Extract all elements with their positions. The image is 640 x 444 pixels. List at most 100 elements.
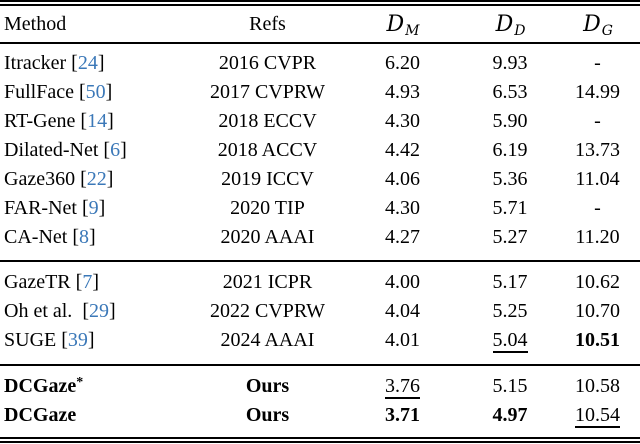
metric-value-cell: 10.58 bbox=[555, 375, 640, 398]
table-row: Gaze360 [22] 2019 ICCV 4.06 5.36 11.04 bbox=[0, 165, 640, 194]
method-cell: Dilated-Net [6] bbox=[4, 139, 127, 161]
metric-value: 11.04 bbox=[575, 168, 620, 190]
method-cell: RT-Gene [14] bbox=[4, 110, 114, 132]
metric-value: 4.30 bbox=[385, 197, 420, 219]
metric-value-cell: - bbox=[555, 197, 640, 220]
metric-value-cell: 4.42 bbox=[340, 139, 465, 162]
metric-value: 5.25 bbox=[492, 300, 528, 322]
citation-link[interactable]: 6 bbox=[110, 139, 121, 161]
table-row: FAR-Net [9] 2020 TIP 4.30 5.71 - bbox=[0, 194, 640, 223]
metric-value: 11.20 bbox=[575, 226, 620, 248]
metric-value-cell: 4.27 bbox=[340, 226, 465, 249]
metric-value: 6.19 bbox=[492, 139, 528, 161]
method-cell: DCGaze* bbox=[0, 375, 195, 398]
refs-cell: 2017 CVPRW bbox=[209, 81, 326, 103]
citation-link[interactable]: 7 bbox=[82, 271, 93, 293]
metric-value-cell: 5.36 bbox=[465, 168, 555, 191]
table-row: RT-Gene [14] 2018 ECCV 4.30 5.90 - bbox=[0, 107, 640, 136]
citation-link[interactable]: 50 bbox=[85, 81, 106, 103]
citation-link[interactable]: 24 bbox=[77, 52, 98, 74]
citation-link[interactable]: 39 bbox=[67, 329, 88, 351]
citation-link[interactable]: 14 bbox=[87, 110, 108, 132]
table-header-row: Method Refs DM DD DG bbox=[0, 6, 640, 42]
metric-value: 5.71 bbox=[492, 197, 528, 219]
method-name: Itracker bbox=[4, 52, 67, 74]
metric-value: - bbox=[594, 197, 601, 219]
metric-symbol: D bbox=[583, 11, 601, 37]
citation-link[interactable]: 29 bbox=[88, 300, 109, 322]
method-name: FullFace bbox=[4, 81, 74, 103]
metric-value-cell: 5.15 bbox=[465, 375, 555, 398]
metric-symbol: D bbox=[386, 11, 405, 37]
metric-value-cell: 5.90 bbox=[465, 110, 555, 133]
metric-value: 4.27 bbox=[385, 226, 420, 248]
refs-cell: 2016 CVPR bbox=[218, 52, 317, 74]
section-2: GazeTR [7] 2021 ICPR 4.00 5.17 10.62 Oh et al… bbox=[0, 262, 640, 364]
metric-value: 10.62 bbox=[575, 271, 620, 293]
metric-value: 3.71 bbox=[385, 404, 420, 426]
metric-value-cell: 11.20 bbox=[555, 226, 640, 249]
method-name: CA-Net bbox=[4, 226, 68, 248]
method-cell: Oh et al. [29] bbox=[4, 300, 116, 322]
metric-value: 4.42 bbox=[385, 139, 420, 161]
method-cell: Gaze360 [22] bbox=[4, 168, 114, 190]
table-row: DCGaze* Ours 3.76 5.15 10.58 bbox=[0, 372, 640, 401]
refs-cell: Ours bbox=[245, 375, 290, 397]
refs-cell: Ours bbox=[245, 404, 290, 426]
metric-value-cell: - bbox=[555, 52, 640, 75]
metric-value-cell: 10.62 bbox=[555, 271, 640, 294]
metric-value: 4.30 bbox=[385, 110, 420, 132]
method-name: Oh et al. bbox=[4, 300, 73, 322]
method-name: Gaze360 bbox=[4, 168, 76, 190]
metric-value-cell: 9.93 bbox=[465, 52, 555, 75]
metric-value-cell: 6.20 bbox=[340, 52, 465, 75]
method-name: DCGaze bbox=[4, 375, 77, 397]
metric-value-cell: 4.00 bbox=[340, 271, 465, 294]
metric-subscript: M bbox=[405, 22, 420, 39]
metric-value-cell: 5.27 bbox=[465, 226, 555, 249]
section-1: Itracker [24] 2016 CVPR 6.20 9.93 - FullFace … bbox=[0, 44, 640, 260]
citation-link[interactable]: 8 bbox=[79, 226, 89, 248]
col-header-method: Method bbox=[4, 12, 67, 35]
metric-value: 6.20 bbox=[385, 52, 420, 74]
metric-value: 6.53 bbox=[492, 81, 528, 103]
citation-link[interactable]: 22 bbox=[86, 168, 107, 190]
metric-value: 10.54 bbox=[575, 403, 620, 428]
col-header-dd: DD bbox=[465, 11, 555, 39]
refs-cell: 2020 AAAI bbox=[220, 226, 315, 248]
method-cell: DCGaze bbox=[0, 404, 195, 427]
metric-value-cell: 4.04 bbox=[340, 300, 465, 323]
metric-symbol: D bbox=[495, 11, 514, 37]
method-name: DCGaze bbox=[4, 404, 77, 426]
method-name: Dilated-Net bbox=[4, 139, 99, 161]
table-row: GazeTR [7] 2021 ICPR 4.00 5.17 10.62 bbox=[0, 268, 640, 297]
metric-value-cell: 4.30 bbox=[340, 110, 465, 133]
metric-value: 5.90 bbox=[492, 110, 528, 132]
refs-cell: 2019 ICCV bbox=[221, 168, 314, 190]
refs-cell: 2022 CVPRW bbox=[209, 300, 326, 322]
metric-value-cell: 10.70 bbox=[555, 300, 640, 323]
metric-value: 10.58 bbox=[575, 375, 620, 397]
metric-value-cell: 5.17 bbox=[465, 271, 555, 294]
method-cell: GazeTR [7] bbox=[4, 271, 99, 293]
metric-value: 4.93 bbox=[385, 81, 420, 103]
method-cell: CA-Net [8] bbox=[4, 226, 96, 248]
table-row: Oh et al. [29] 2022 CVPRW 4.04 5.25 10.70 bbox=[0, 297, 640, 326]
metric-value-cell: - bbox=[555, 110, 640, 133]
refs-cell: 2024 AAAI bbox=[220, 329, 315, 351]
metric-subscript: D bbox=[514, 22, 526, 39]
table-row: Dilated-Net [6] 2018 ACCV 4.42 6.19 13.73 bbox=[0, 136, 640, 165]
table-row: CA-Net [8] 2020 AAAI 4.27 5.27 11.20 bbox=[0, 223, 640, 252]
metric-value-cell: 11.04 bbox=[555, 168, 640, 191]
metric-value-cell: 6.53 bbox=[465, 81, 555, 104]
metric-value-cell: 3.71 bbox=[340, 404, 465, 427]
rule-mid-1 bbox=[0, 260, 640, 262]
metric-subscript: G bbox=[601, 22, 613, 39]
metric-value: 4.04 bbox=[385, 300, 420, 322]
citation-link[interactable]: 9 bbox=[88, 197, 99, 219]
refs-cell: 2018 ACCV bbox=[217, 139, 318, 161]
refs-cell: 2020 TIP bbox=[230, 197, 305, 219]
metric-value: 4.01 bbox=[385, 329, 420, 351]
method-name: GazeTR bbox=[4, 271, 71, 293]
